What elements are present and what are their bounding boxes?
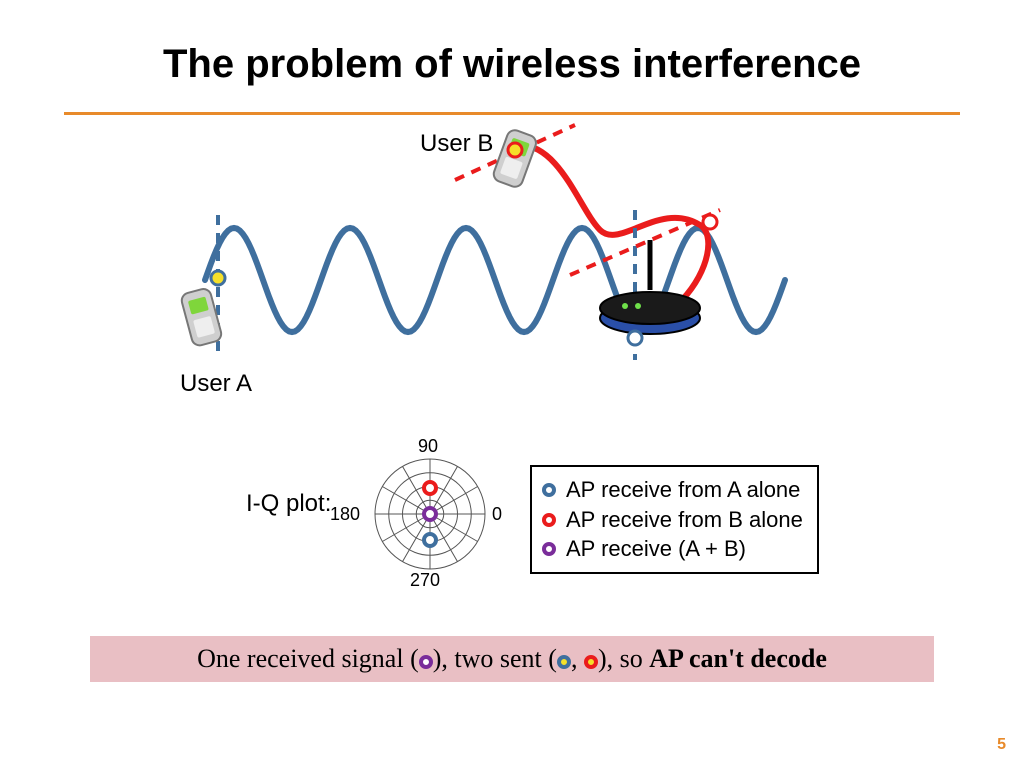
banner-text: ), two sent (	[433, 644, 557, 673]
user-a-label: User A	[180, 370, 252, 398]
slide: The problem of wireless interference	[0, 0, 1024, 768]
marker-b-start	[508, 143, 522, 157]
banner-text: ), so	[598, 644, 649, 673]
inline-bullet-icon	[419, 655, 433, 669]
iq-axis-0: 0	[492, 504, 502, 525]
legend-item: AP receive (A + B)	[542, 534, 803, 564]
legend-bullet-icon	[542, 513, 556, 527]
inline-bullet-icon	[584, 655, 598, 669]
page-number: 5	[997, 736, 1006, 754]
iq-axis-180: 180	[330, 504, 360, 525]
iq-point-a	[424, 534, 436, 546]
interference-diagram	[0, 0, 1024, 420]
wave-user-b	[520, 145, 708, 300]
banner-text: ,	[571, 644, 584, 673]
legend-label: AP receive from A alone	[566, 475, 800, 505]
summary-banner: One received signal ( ), two sent (, ), s…	[90, 636, 934, 682]
iq-plot-label: I-Q plot:	[246, 490, 331, 518]
legend-item: AP receive from B alone	[542, 505, 803, 535]
inline-bullet-icon	[557, 655, 571, 669]
legend-item: AP receive from A alone	[542, 475, 803, 505]
iq-point-sum	[424, 508, 436, 520]
iq-points	[424, 482, 436, 546]
legend-bullet-icon	[542, 483, 556, 497]
marker-a-start	[211, 271, 225, 285]
iq-point-b	[424, 482, 436, 494]
iq-axis-270: 270	[410, 570, 440, 591]
marker-b-ap	[703, 215, 717, 229]
legend-label: AP receive (A + B)	[566, 534, 746, 564]
legend-label: AP receive from B alone	[566, 505, 803, 535]
banner-bold: AP can't decode	[649, 644, 827, 673]
legend-bullet-icon	[542, 542, 556, 556]
marker-a-ap	[628, 331, 642, 345]
banner-text: One received signal (	[197, 644, 419, 673]
user-b-label: User B	[420, 130, 493, 158]
legend-box: AP receive from A aloneAP receive from B…	[530, 465, 819, 574]
iq-axis-90: 90	[418, 436, 438, 457]
iq-plot-svg	[360, 440, 500, 588]
phone-user-b-icon	[492, 128, 539, 189]
iq-plot: 90 0 270 180	[360, 440, 540, 600]
